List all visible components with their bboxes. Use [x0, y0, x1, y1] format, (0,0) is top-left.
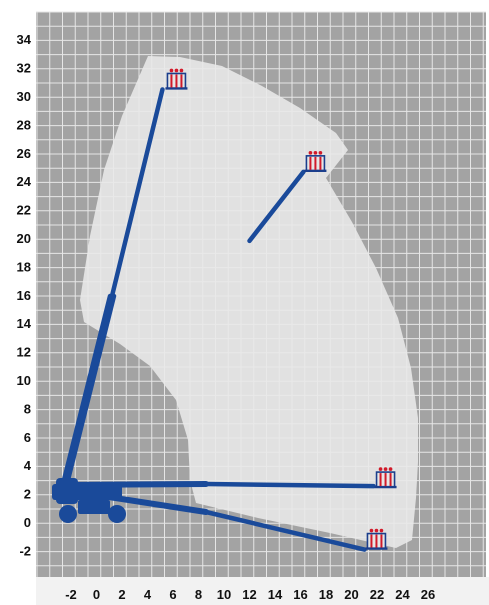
y-tick-label: 20	[17, 231, 31, 246]
vehicle-turret	[56, 478, 78, 504]
x-tick-label: 6	[169, 587, 176, 602]
y-tick-label: 30	[17, 89, 31, 104]
vehicle-wheel	[59, 505, 77, 523]
x-tick-label: -2	[65, 587, 77, 602]
y-tick-label: 2	[24, 487, 31, 502]
basket-occupant-head	[369, 528, 374, 533]
y-tick-label: 6	[24, 430, 31, 445]
platform-basket	[365, 528, 388, 550]
basket-occupant-head	[374, 528, 379, 533]
x-tick-label: 20	[344, 587, 358, 602]
basket-occupant-head	[379, 528, 384, 533]
x-tick-label: 8	[195, 587, 202, 602]
x-tick-label: 0	[93, 587, 100, 602]
basket-occupant-head	[313, 151, 318, 155]
y-tick-label: 12	[17, 345, 31, 360]
y-tick-label: 26	[17, 146, 31, 161]
x-tick-label: 18	[319, 587, 333, 602]
platform-basket	[304, 151, 327, 173]
platform-vehicle	[52, 478, 126, 523]
basket-occupant-head	[318, 151, 323, 155]
x-tick-label: 2	[118, 587, 125, 602]
vehicle-outrigger	[78, 500, 110, 514]
basket-occupant-head	[174, 68, 179, 73]
vehicle-wheel	[108, 505, 126, 523]
basket-occupant-head	[388, 467, 393, 471]
basket-occupant-head	[308, 151, 313, 155]
x-tick-label: 12	[242, 587, 256, 602]
y-tick-label: 10	[17, 373, 31, 388]
y-tick-label: 16	[17, 288, 31, 303]
y-tick-label: 22	[17, 203, 31, 218]
boom-max-height-upper	[109, 87, 165, 299]
x-tick-label: 10	[217, 587, 231, 602]
x-tick-label: 24	[395, 587, 410, 602]
boom-max-height-lower	[60, 293, 113, 487]
x-tick-label: 4	[144, 587, 152, 602]
y-tick-label: 4	[24, 458, 32, 473]
y-tick-label: -2	[19, 543, 31, 558]
platform-baskets	[165, 68, 397, 550]
x-axis-tick-labels: -2 0 2 4 6 8 10 12 14 16 18 20 22 24 26	[65, 587, 435, 602]
y-tick-label: 32	[17, 61, 31, 76]
x-tick-label: 14	[268, 587, 283, 602]
platform-basket	[165, 68, 188, 90]
y-tick-label: 8	[24, 401, 31, 416]
working-envelope	[80, 56, 418, 548]
basket-occupant-head	[378, 467, 383, 471]
boom-up-and-over-jib	[247, 169, 306, 244]
x-tick-label: 16	[293, 587, 307, 602]
boom-below-grade-upper	[203, 509, 367, 552]
basket-occupant-head	[383, 467, 388, 471]
x-tick-label: 22	[370, 587, 384, 602]
boom-horizontal-upper	[203, 481, 376, 489]
y-tick-label: 14	[17, 316, 32, 331]
y-tick-label: 18	[17, 259, 31, 274]
basket-occupant-head	[179, 68, 184, 73]
x-tick-label: 26	[421, 587, 435, 602]
boom-lines	[60, 87, 376, 552]
basket-occupant-head	[169, 68, 174, 73]
bottom-strip	[36, 577, 489, 605]
platform-basket	[374, 467, 397, 489]
y-tick-label: 0	[24, 515, 31, 530]
boom-max-height-lower-2	[64, 293, 117, 487]
y-tick-label: 24	[17, 174, 32, 189]
y-tick-label: 34	[17, 32, 32, 47]
y-tick-label: 28	[17, 117, 31, 132]
